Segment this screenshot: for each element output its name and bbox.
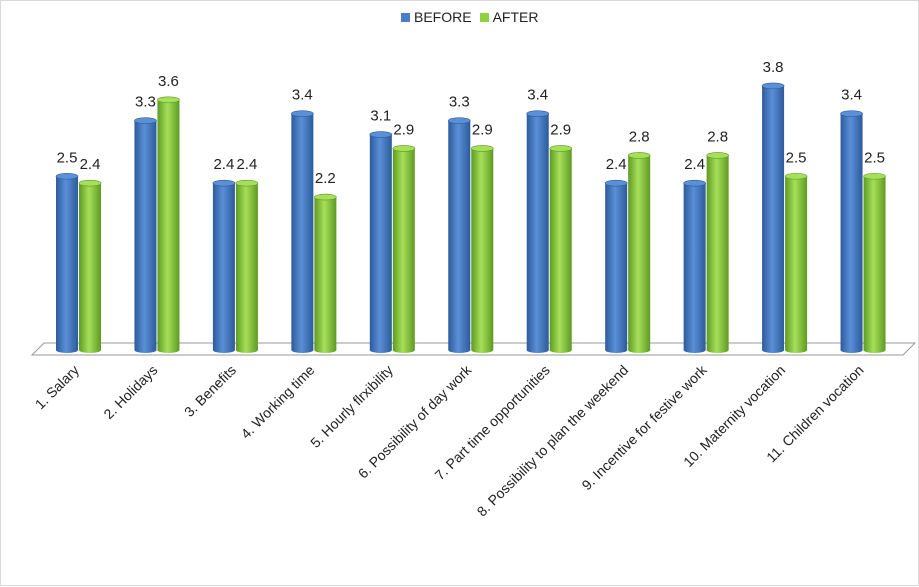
legend-label-before: BEFORE [414, 9, 472, 25]
bar-before-10 [761, 82, 785, 353]
data-label-after-1: 2.4 [80, 156, 101, 173]
bar-before-7 [526, 110, 550, 353]
category-label-5: 5. Hourly flrxibility [307, 362, 396, 451]
data-label-before-3: 2.4 [213, 156, 234, 173]
category-label-1: 1. Salary [32, 362, 82, 412]
bar-after-3 [235, 179, 259, 353]
category-label-4: 4. Working time [238, 362, 318, 442]
bar-before-2 [134, 117, 157, 353]
bar-after-9 [706, 152, 729, 353]
data-label-before-1: 2.5 [57, 149, 78, 166]
data-label-after-11: 2.5 [864, 149, 885, 166]
bar-before-5 [369, 131, 393, 353]
bar-after-11 [863, 172, 886, 353]
bar-before-1 [55, 172, 79, 353]
bar-before-9 [683, 179, 706, 353]
legend-item-after: AFTER [479, 9, 539, 25]
data-label-before-9: 2.4 [684, 156, 705, 173]
legend-item-before: BEFORE [401, 9, 472, 25]
data-label-before-8: 2.4 [606, 156, 627, 173]
legend: BEFORE AFTER [401, 9, 538, 25]
bar-after-10 [784, 172, 808, 353]
bar-after-8 [627, 152, 651, 353]
data-label-after-10: 2.5 [786, 149, 807, 166]
bar-before-8 [604, 179, 628, 353]
data-label-after-2: 3.6 [158, 73, 179, 90]
legend-label-after: AFTER [492, 9, 539, 25]
data-label-before-4: 3.4 [292, 87, 313, 104]
data-label-before-2: 3.3 [135, 94, 156, 111]
category-label-2: 2. Holidays [100, 362, 160, 422]
data-label-after-4: 2.2 [315, 170, 336, 187]
data-label-after-3: 2.4 [236, 156, 257, 173]
bar-before-4 [291, 110, 314, 353]
bar-before-3 [212, 179, 236, 353]
data-label-after-5: 2.9 [393, 121, 414, 138]
data-label-before-6: 3.3 [449, 94, 470, 111]
data-label-after-8: 2.8 [629, 128, 650, 145]
category-label-3: 3. Benefits [181, 362, 239, 420]
bar-after-7 [549, 145, 573, 353]
legend-swatch-before [401, 12, 410, 22]
data-label-before-7: 3.4 [527, 87, 548, 104]
bar-after-5 [392, 145, 416, 353]
category-label-8: 8. Possibility to plan the weekend [474, 362, 632, 520]
data-label-after-7: 2.9 [550, 121, 571, 138]
data-label-after-6: 2.9 [472, 121, 493, 138]
bar-after-1 [78, 179, 102, 353]
category-label-9: 9. Incentive for festive work [578, 361, 710, 493]
bar-after-2 [157, 96, 180, 353]
bar-before-11 [840, 110, 863, 353]
bar-after-4 [314, 193, 337, 353]
data-label-after-9: 2.8 [707, 128, 728, 145]
bar-after-6 [470, 145, 494, 353]
data-label-before-5: 3.1 [370, 108, 391, 125]
bar-before-6 [447, 117, 471, 353]
data-label-before-10: 3.8 [763, 59, 784, 76]
legend-swatch-after [479, 12, 489, 22]
data-label-before-11: 3.4 [841, 87, 862, 104]
